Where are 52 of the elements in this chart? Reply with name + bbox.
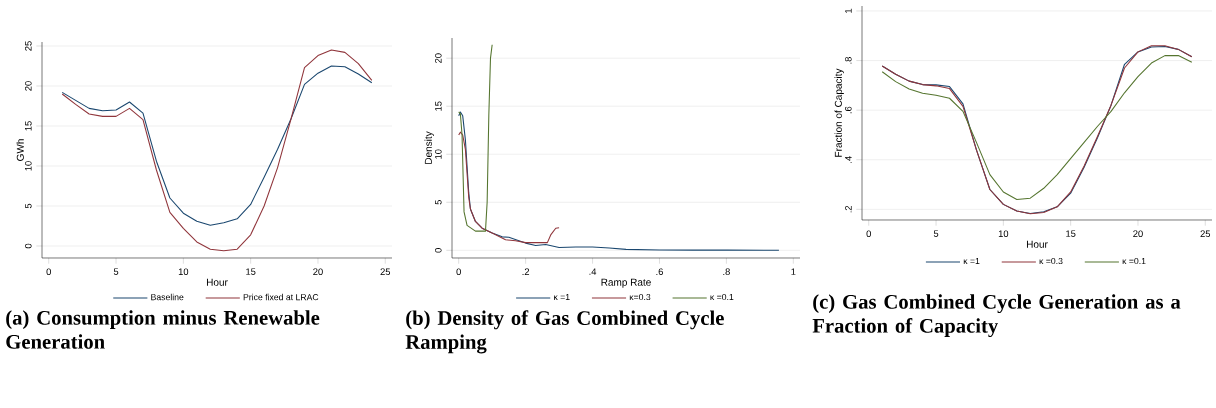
y-tick-label: 5	[25, 203, 32, 209]
text: (b) Density of Gas Combined Cycle Ramping	[405, 310, 724, 354]
legend-label: κ =1	[963, 258, 980, 264]
x-tick-label: 25	[380, 268, 391, 275]
legend-label: κ =0.3	[1039, 257, 1063, 265]
legend-label: κ =1	[554, 294, 570, 300]
x-tick-label: 5	[933, 230, 939, 237]
x-axis-title: Ramp Rate	[601, 278, 651, 288]
legend-label: Price fixed at LRAC	[243, 293, 319, 301]
x-tick-label: .4	[589, 268, 597, 275]
x-tick-label: 5	[113, 268, 119, 275]
y-tick-label: 0	[25, 243, 32, 249]
y-tick-label: .2	[845, 205, 852, 213]
x-tick-label: 25	[1200, 230, 1211, 237]
text: (c) Gas Combined Cycle Generation as a Fraction of Capacity	[812, 294, 1181, 338]
legend-label: κ =0.1	[1122, 257, 1146, 265]
y-tick-label: 20	[25, 81, 32, 91]
y-tick-label: .4	[845, 156, 852, 163]
y-tick-label: 10	[435, 149, 442, 159]
y-tick-label: 25	[25, 41, 32, 51]
x-tick-label: 0	[46, 268, 51, 275]
x-tick-label: .8	[723, 268, 730, 275]
y-tick-label: 5	[435, 200, 442, 205]
y-tick-label: 15	[25, 121, 32, 131]
x-tick-label: .2	[522, 268, 530, 275]
y-tick-label: 10	[25, 161, 32, 171]
x-tick-label: 15	[246, 268, 256, 275]
x-tick-label: 1	[791, 268, 796, 275]
x-axis-title: Hour	[1026, 240, 1048, 248]
y-axis-title: Fraction of Capacity	[834, 68, 844, 157]
x-tick-label: 15	[1066, 230, 1076, 237]
x-tick-label: .6	[656, 268, 663, 275]
y-tick-label: 15	[435, 101, 442, 111]
x-tick-label: 10	[178, 268, 189, 275]
y-tick-label: 1	[845, 8, 852, 13]
y-axis-title: GWh	[16, 139, 24, 161]
text: (a) Consumption minus Renewable Generation	[6, 310, 320, 349]
y-tick-label: 20	[435, 53, 442, 63]
y-tick-label: .8	[845, 57, 852, 64]
x-tick-label: 0	[866, 230, 871, 237]
line-series	[61, 49, 373, 252]
legend-label: κ=0.3	[629, 293, 651, 301]
x-tick-label: 10	[998, 230, 1009, 237]
x-axis-title: Hour	[206, 278, 228, 286]
legend-label: κ =0.1	[710, 293, 734, 301]
x-tick-label: 20	[1133, 230, 1143, 237]
legend-label: Baseline	[151, 293, 184, 301]
y-axis-title: Density	[424, 131, 434, 164]
y-tick-label: .6	[845, 106, 852, 114]
x-tick-label: 20	[313, 268, 323, 275]
y-tick-label: 0	[435, 248, 442, 253]
x-tick-label: 0	[456, 268, 461, 275]
